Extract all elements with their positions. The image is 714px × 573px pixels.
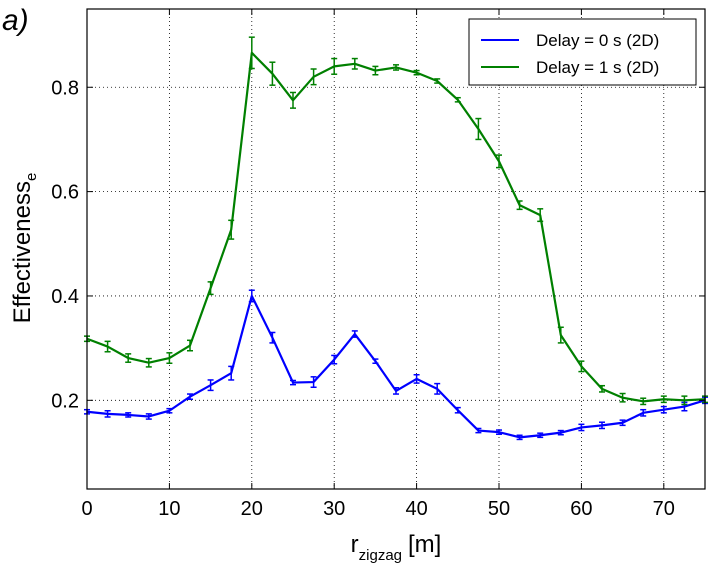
y-axis-label-main: Effectiveness (9, 181, 36, 323)
legend-box (468, 18, 697, 86)
x-tick-label: 70 (653, 498, 675, 520)
x-tick-label: 50 (488, 498, 510, 520)
series-1 (84, 36, 708, 406)
x-axis-label-unit: [m] (408, 531, 441, 558)
legend: Delay = 0 s (2D) Delay = 1 s (2D) (468, 18, 697, 86)
x-axis-label-main: r (351, 531, 359, 558)
x-tick-label: 0 (81, 498, 92, 520)
axis-ticks: 0 10 20 30 40 50 60 70 0.2 0.4 0.6 0.8 (51, 9, 705, 520)
legend-entry-delay-1: Delay = 1 s (2D) (536, 58, 659, 77)
x-tick-label: 60 (570, 498, 592, 520)
y-axis-label-subscript: e (23, 173, 40, 181)
y-tick-label: 0.4 (51, 286, 79, 308)
x-axis-label: rzigzag [m] (351, 531, 442, 564)
legend-entry-delay-0: Delay = 0 s (2D) (536, 31, 659, 50)
x-axis-label-subscript: zigzag (359, 547, 402, 564)
y-axis-label: Effectivenesse (9, 173, 40, 324)
plot-frame (86, 8, 706, 490)
x-tick-label: 40 (405, 498, 427, 520)
series-line (86, 51, 706, 403)
panel-label: a) (2, 4, 29, 37)
y-tick-label: 0.2 (51, 390, 79, 412)
y-tick-label: 0.8 (51, 77, 79, 99)
y-tick-label: 0.6 (51, 182, 79, 204)
series-0 (84, 289, 708, 441)
series-layer (84, 36, 708, 441)
x-tick-label: 20 (241, 498, 263, 520)
series-line (86, 294, 706, 439)
x-tick-label: 30 (323, 498, 345, 520)
x-tick-label: 10 (158, 498, 180, 520)
grid-lines (87, 9, 705, 489)
